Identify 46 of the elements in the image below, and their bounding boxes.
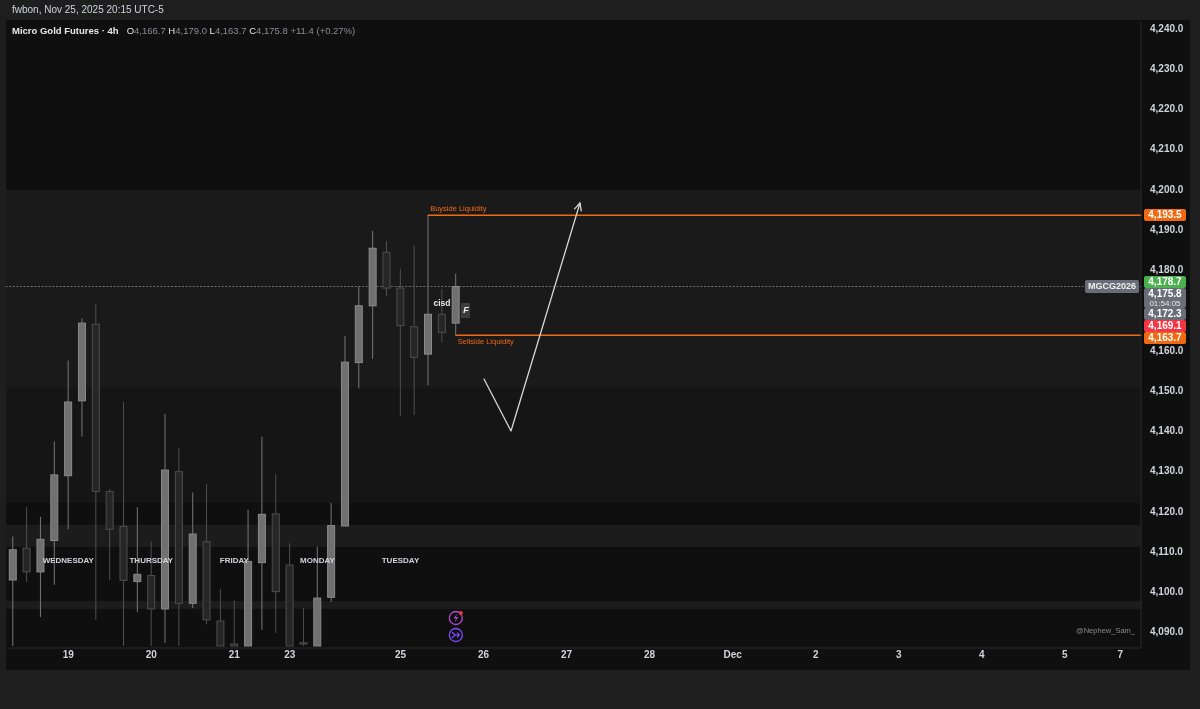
x-tick-label: 7 <box>1117 649 1124 661</box>
y-tick-label: 4,180.0 <box>1150 264 1184 276</box>
y-tick-label: 4,110.0 <box>1150 545 1184 557</box>
x-tick-label: 27 <box>561 649 573 661</box>
annotation: WEDNESDAY <box>42 556 94 566</box>
x-tick-label: 20 <box>145 649 158 661</box>
y-tick-label: 4,240.0 <box>1150 22 1184 34</box>
text: 01:54:05 <box>1149 298 1181 308</box>
y-tick-label: 4,200.0 <box>1150 183 1184 195</box>
y-tick-label: 4,220.0 <box>1150 103 1184 115</box>
text: 4,193.5 <box>1144 209 1186 222</box>
x-tick-label: Dec <box>723 649 743 661</box>
x-tick-label: 26 <box>477 649 490 661</box>
text: 4,172.3 <box>1144 307 1186 320</box>
y-tick-label: 4,190.0 <box>1150 223 1184 235</box>
y-tick-label: 4,120.0 <box>1150 505 1184 517</box>
y-tick-label: 4,100.0 <box>1150 586 1184 598</box>
chart-title: Micro Gold Futures · 4h <box>12 24 119 37</box>
annotation: FRIDAY <box>219 556 249 566</box>
x-tick-label: 5 <box>1062 649 1069 661</box>
annotation: MONDAY <box>300 556 335 566</box>
x-tick-label: 21 <box>228 649 241 661</box>
text: 4,178.7 <box>1144 275 1186 288</box>
text: 4,175.8 <box>1147 287 1183 299</box>
text: fwbon, Nov 25, 2025 20:15 UTC-5 <box>12 3 164 16</box>
text: 4,163.7 <box>1144 331 1186 344</box>
annotation: F <box>461 303 471 319</box>
y-tick-label: 4,230.0 <box>1150 62 1184 74</box>
x-tick-label: 4 <box>979 649 986 661</box>
chart-subtitle: O4,166.7 H4,179.0 L4,163.7 C4,175.8 +11.4 (+0.27%) <box>126 24 356 37</box>
x-tick-label: 28 <box>644 649 656 661</box>
x-tick-label: 25 <box>394 649 407 661</box>
x-tick-label: 19 <box>62 649 75 661</box>
x-tick-label: 23 <box>284 649 296 661</box>
y-tick-label: 4,140.0 <box>1150 425 1184 437</box>
annotation: TUESDAY <box>381 556 420 566</box>
text: 4,169.1 <box>1144 319 1186 332</box>
y-tick-label: 4,210.0 <box>1150 143 1184 155</box>
x-tick-label: 2 <box>812 649 819 661</box>
y-tick-label: 4,160.0 <box>1150 344 1184 356</box>
y-tick-label: 4,130.0 <box>1150 465 1184 477</box>
x-tick-label: 3 <box>895 649 902 661</box>
annotation: cisd <box>433 298 451 309</box>
y-tick-label: 4,090.0 <box>1150 626 1184 638</box>
y-tick-label: 4,150.0 <box>1150 384 1184 396</box>
ref-line-label: MGCG2026 <box>1084 279 1139 293</box>
